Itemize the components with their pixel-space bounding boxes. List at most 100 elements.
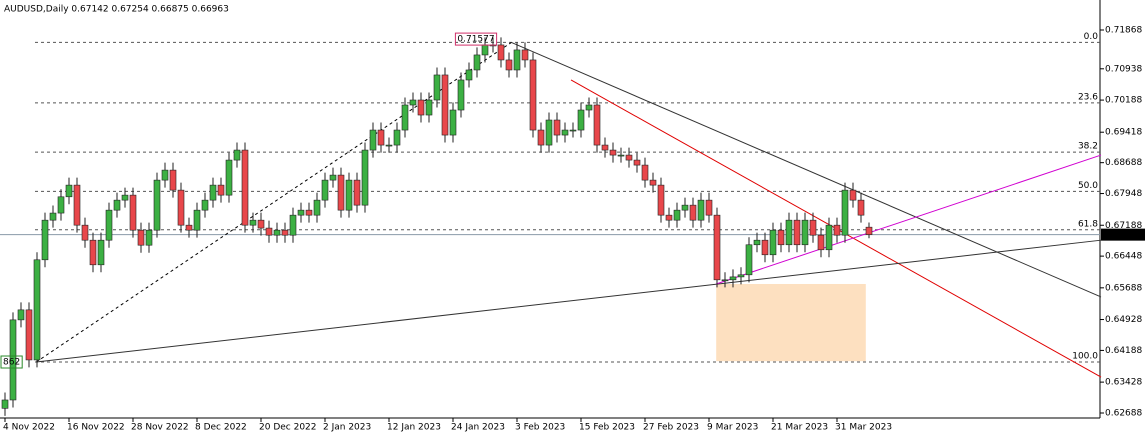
- fib-label: 100.0: [1072, 352, 1098, 362]
- x-tick-label: 20 Dec 2022: [259, 423, 317, 433]
- candle-body: [193, 209, 201, 231]
- candle-body: [769, 229, 777, 256]
- candle-body: [113, 199, 121, 211]
- candle-body: [393, 129, 401, 146]
- candle-body: [337, 174, 345, 211]
- candle-body: [721, 279, 729, 282]
- candle-body: [513, 49, 521, 71]
- y-tick-label: 0.71868: [1105, 25, 1142, 35]
- candle-body: [713, 214, 721, 281]
- candle-body: [1, 399, 9, 409]
- candle-body: [73, 184, 81, 226]
- candle-body: [297, 209, 305, 216]
- candle-body: [17, 309, 25, 321]
- candle-body: [681, 204, 689, 211]
- candle-body: [361, 149, 369, 206]
- candle-body: [129, 194, 137, 231]
- candle-body: [833, 224, 841, 236]
- candle-body: [817, 234, 825, 251]
- candle-body: [345, 179, 353, 211]
- y-tick-label: 0.68688: [1105, 158, 1142, 168]
- x-tick-label: 3 Feb 2023: [515, 423, 565, 433]
- candle-body: [705, 199, 713, 216]
- y-tick-label: 0.67188: [1105, 221, 1142, 231]
- y-tick-label: 0.69418: [1105, 128, 1142, 138]
- candle-body: [409, 99, 417, 106]
- candle-body: [161, 169, 169, 181]
- candle-body: [441, 74, 449, 136]
- y-tick-label: 0.64188: [1105, 346, 1142, 356]
- candle-body: [65, 184, 73, 198]
- current-price-label: 0.66963: [1104, 230, 1141, 240]
- x-tick-label: 21 Mar 2023: [771, 423, 828, 433]
- candle-body: [857, 199, 865, 216]
- candle-body: [801, 219, 809, 246]
- candle-body: [177, 189, 185, 226]
- fib-label: 38.2: [1078, 142, 1098, 152]
- candle-body: [249, 219, 257, 226]
- fib-label: 0.0: [1084, 32, 1099, 42]
- y-tick-label: 0.67948: [1105, 189, 1142, 199]
- candle-body: [561, 129, 569, 136]
- y-tick-label: 0.70938: [1105, 64, 1142, 74]
- candle-body: [793, 219, 801, 246]
- candle-body: [313, 199, 321, 216]
- candle-body: [401, 104, 409, 131]
- candle-body: [545, 119, 553, 146]
- candle-body: [417, 99, 425, 116]
- candle-body: [217, 184, 225, 196]
- candle-body: [553, 119, 561, 136]
- candle-body: [585, 104, 593, 111]
- candle-body: [289, 214, 297, 236]
- candle-body: [449, 109, 457, 136]
- y-tick-label: 0.65688: [1105, 283, 1142, 293]
- x-tick-label: 16 Nov 2022: [67, 423, 125, 433]
- candle-body: [633, 159, 641, 166]
- y-tick-label: 0.63428: [1105, 378, 1142, 388]
- x-tick-label: 4 Nov 2022: [3, 423, 55, 433]
- candle-body: [777, 229, 785, 246]
- annotation: 0.71577: [457, 35, 494, 45]
- candle-body: [281, 229, 289, 236]
- candle-body: [105, 209, 113, 241]
- candle-body: [625, 154, 633, 161]
- candle-body: [529, 59, 537, 131]
- candle-body: [329, 174, 337, 181]
- candle-body: [849, 189, 857, 201]
- candle-body: [785, 219, 793, 246]
- candle-body: [377, 129, 385, 146]
- candle-body: [225, 159, 233, 196]
- candle-body: [433, 74, 441, 101]
- candle-body: [49, 212, 57, 221]
- candle-body: [617, 154, 625, 157]
- candle-body: [689, 204, 697, 221]
- candle-body: [745, 244, 753, 276]
- x-tick-label: 9 Mar 2023: [707, 423, 758, 433]
- candle-body: [9, 319, 17, 401]
- candle-body: [33, 259, 41, 361]
- candle-body: [265, 227, 273, 236]
- candle-body: [169, 169, 177, 191]
- candle-body: [609, 149, 617, 156]
- x-tick-label: 31 Mar 2023: [835, 423, 892, 433]
- annotation-box: [454, 32, 498, 46]
- candle-body: [761, 239, 769, 256]
- x-tick-label: 27 Feb 2023: [643, 423, 699, 433]
- candle-body: [753, 239, 761, 246]
- candle-body: [457, 79, 465, 111]
- candle-body: [825, 224, 833, 251]
- candle-body: [697, 199, 705, 221]
- candle-body: [577, 109, 585, 131]
- fib-label: 61.8: [1078, 219, 1098, 229]
- candle-body: [273, 229, 281, 236]
- candle-body: [57, 196, 65, 214]
- candle-body: [305, 209, 313, 216]
- candle-body: [665, 214, 673, 221]
- candle-body: [385, 144, 393, 147]
- trendline: [716, 154, 1102, 285]
- candle-body: [601, 144, 609, 151]
- fib-label: 50.0: [1078, 181, 1098, 191]
- candle-body: [841, 189, 849, 236]
- candle-body: [505, 59, 513, 71]
